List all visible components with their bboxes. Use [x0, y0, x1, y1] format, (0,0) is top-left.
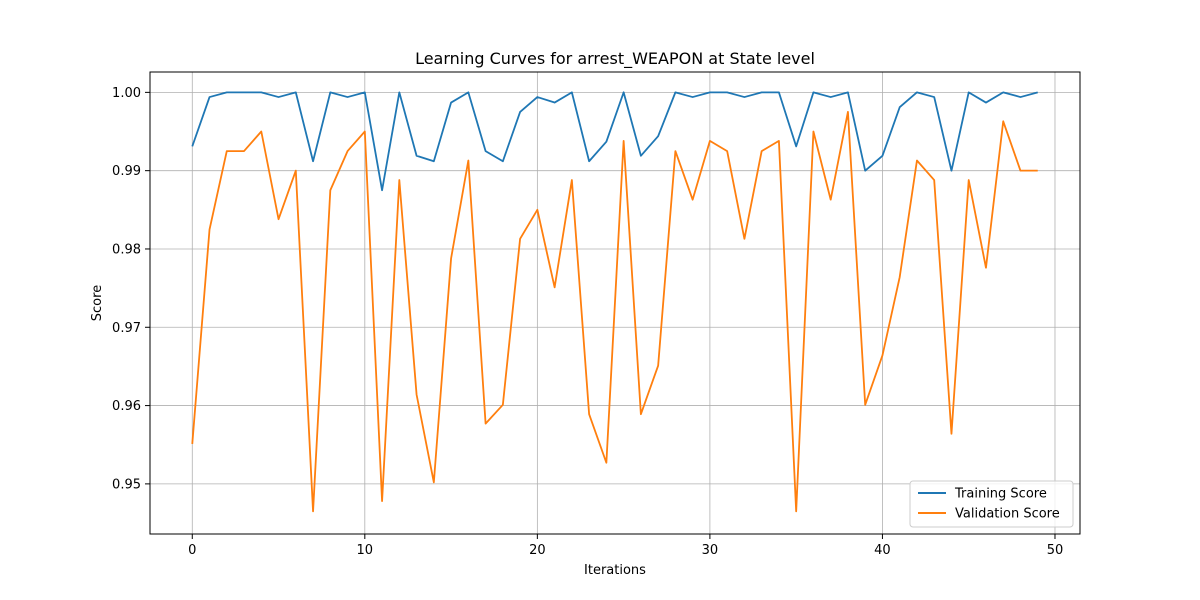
y-axis-title: Score: [90, 285, 105, 321]
series-lines: [191, 91, 1038, 513]
x-axis-title: Iterations: [584, 563, 646, 578]
plot-frame: [149, 71, 1081, 535]
legend-label-validation: Validation Score: [955, 507, 1060, 522]
x-tick-label: 0: [188, 543, 196, 558]
y-tick-label: 0.97: [112, 321, 141, 336]
y-tick-label: 0.95: [112, 477, 141, 492]
y-tick-label: 0.96: [112, 399, 141, 414]
y-tick-label: 0.99: [112, 164, 141, 179]
series-line-validation-score: [191, 111, 1038, 513]
series-line-training-score: [191, 91, 1038, 192]
legend-label-training: Training Score: [954, 487, 1047, 502]
x-tick-label: 30: [702, 543, 719, 558]
x-tick-label: 40: [874, 543, 891, 558]
legend: Training Score Validation Score: [909, 480, 1074, 528]
axis-ticks: 0 10 20 30 40 50 0.95 0.96 0.97 0.98 0.99 1.00: [112, 86, 1063, 558]
x-tick-label: 10: [357, 543, 374, 558]
y-tick-label: 0.98: [112, 242, 141, 257]
x-tick-label: 20: [529, 543, 546, 558]
x-tick-label: 50: [1047, 543, 1064, 558]
y-tick-label: 1.00: [112, 86, 141, 101]
legend-box: [909, 480, 1074, 528]
chart-title: Learning Curves for arrest_WEAPON at Sta…: [415, 49, 815, 69]
